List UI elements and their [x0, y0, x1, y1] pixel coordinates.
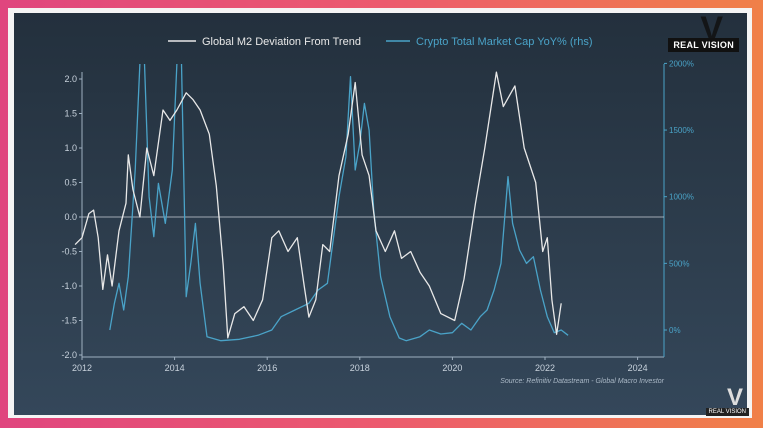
y-left-tick-label: -1.0 — [61, 281, 77, 291]
y-left-tick-label: 0.0 — [64, 212, 77, 222]
x-tick-label: 2018 — [350, 363, 370, 373]
x-tick-label: 2022 — [535, 363, 555, 373]
y-right-tick-label: 2000% — [669, 59, 694, 68]
y-right-tick-label: 500% — [669, 259, 689, 268]
x-tick-label: 2016 — [257, 363, 277, 373]
x-tick-label: 2024 — [628, 363, 648, 373]
slide — [14, 13, 747, 415]
legend: Global M2 Deviation From Trend Crypto To… — [168, 36, 592, 48]
crypto-market-cap-line — [109, 64, 569, 342]
y-left-tick-label: 1.0 — [64, 143, 77, 153]
x-tick-label: 2014 — [165, 363, 185, 373]
global-m2-line — [74, 71, 562, 339]
y-left-tick-label: -2.0 — [61, 350, 77, 360]
y-left-tick-label: 2.0 — [64, 74, 77, 84]
y-right-tick-label: 1500% — [669, 126, 694, 135]
y-left-tick-label: 1.5 — [64, 109, 77, 119]
real-vision-watermark-mark: V — [726, 384, 743, 411]
x-tick-label: 2012 — [72, 363, 92, 373]
y-left-tick-label: 0.5 — [64, 178, 77, 188]
y-left-tick-label: -1.5 — [61, 316, 77, 326]
y-right-tick-label: 0% — [669, 326, 681, 335]
x-tick-label: 2020 — [442, 363, 462, 373]
y-left-tick-label: -0.5 — [61, 247, 77, 257]
legend-label-m2: Global M2 Deviation From Trend — [202, 36, 361, 48]
real-vision-watermark: REAL VISION — [705, 408, 749, 416]
real-vision-logo: REAL VISION — [668, 38, 739, 52]
y-right-tick-label: 1000% — [669, 193, 694, 202]
legend-label-crypto: Crypto Total Market Cap YoY% (rhs) — [416, 36, 592, 48]
source-note: Source: Refinitiv Datastream - Global Ma… — [500, 378, 664, 385]
